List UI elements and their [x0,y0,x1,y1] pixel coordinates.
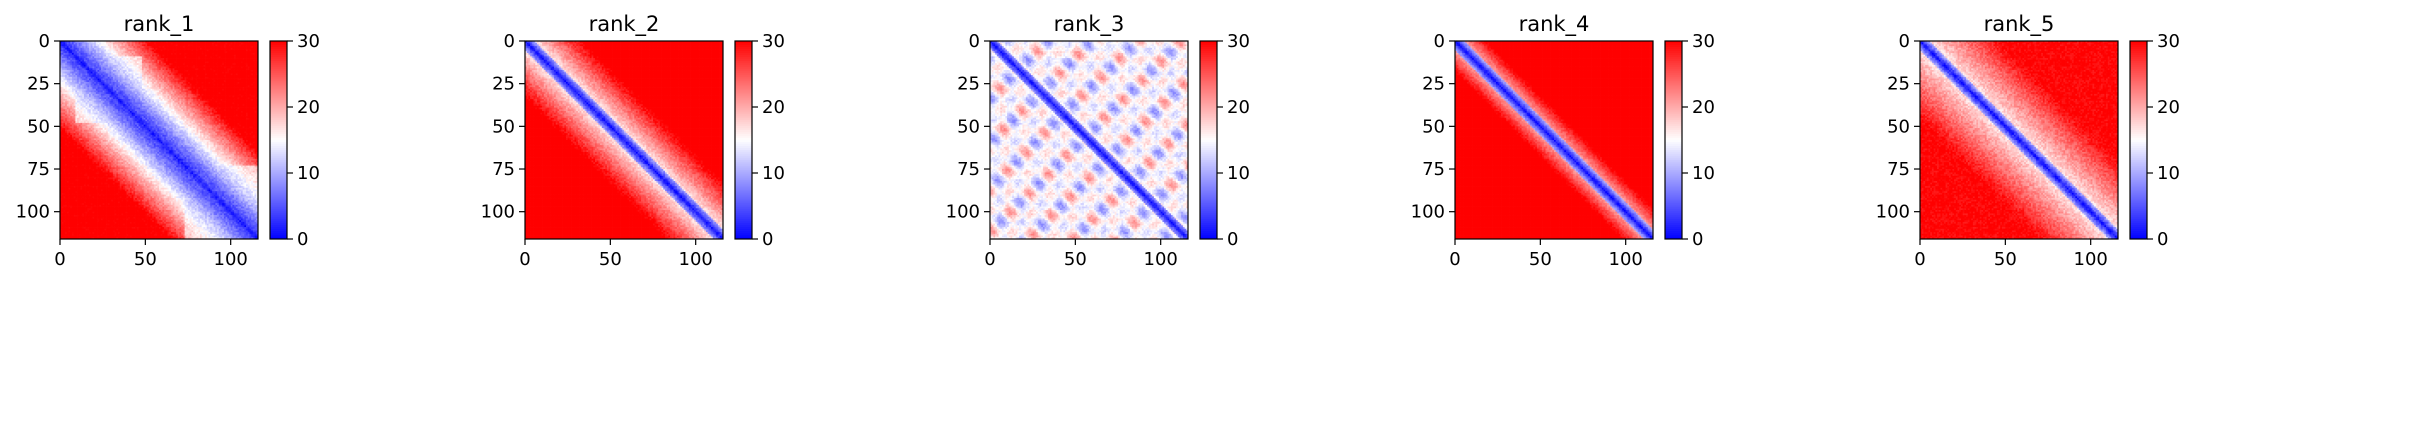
heatmap [60,41,258,239]
panel-title: rank_1 [124,12,195,37]
